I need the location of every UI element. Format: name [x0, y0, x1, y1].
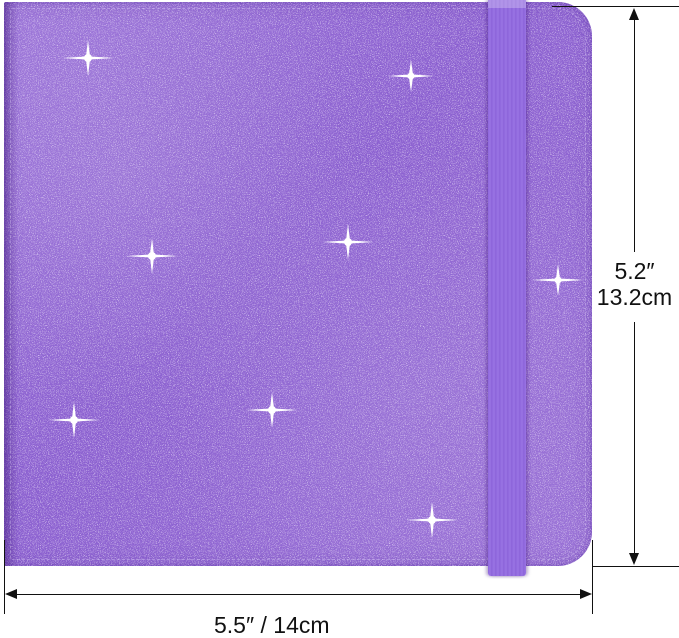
elastic-band [488, 0, 526, 576]
height-arrow-down-icon [629, 553, 639, 565]
height-top-tick [552, 6, 679, 7]
cover-stitching [10, 8, 586, 560]
height-label: 5.2″ 13.2cm [590, 258, 679, 310]
width-left-tick [4, 540, 5, 614]
width-label: 5.5″ / 14cm [214, 612, 330, 638]
width-right-tick [592, 540, 593, 614]
height-dimension-line [634, 322, 635, 554]
height-inches: 5.2″ [614, 258, 655, 284]
height-centimeters: 13.2cm [596, 284, 673, 310]
height-arrow-up-icon [629, 8, 639, 20]
width-dimension-line [16, 594, 580, 595]
height-bottom-tick [592, 566, 679, 567]
width-arrow-right-icon [580, 589, 592, 599]
album-spine [4, 2, 18, 566]
height-dimension-line [634, 18, 635, 252]
width-arrow-left-icon [5, 589, 17, 599]
